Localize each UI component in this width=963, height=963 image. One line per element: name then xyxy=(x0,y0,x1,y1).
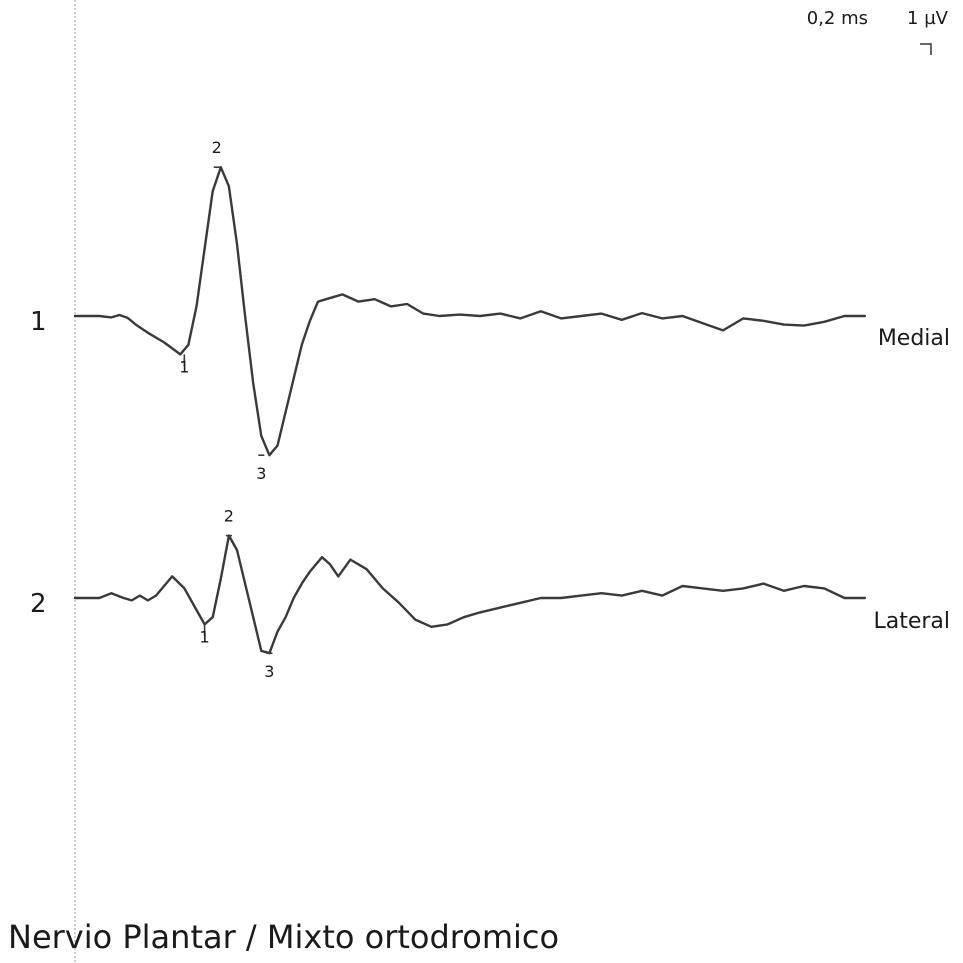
trace-2: 1 2 3 xyxy=(73,507,866,682)
marker-1-label: 1 xyxy=(179,357,189,376)
chart-title: Nervio Plantar / Mixto ortodromico xyxy=(8,918,559,956)
trace-2-line xyxy=(73,534,866,655)
trace-2-number: 2 xyxy=(30,589,47,619)
marker-3-label: 3 xyxy=(264,662,274,681)
time-scale-label: 0,2 ms xyxy=(807,8,868,29)
amplitude-scale-label: 1 µV xyxy=(907,8,949,29)
trace-1-name: Medial xyxy=(878,326,950,351)
marker-2-label: 2 xyxy=(212,138,222,157)
trace-1-markers: 1 2 3 xyxy=(179,138,266,483)
marker-2-label: 2 xyxy=(224,507,234,526)
marker-1-label: 1 xyxy=(200,627,210,646)
trace-1-number: 1 xyxy=(30,307,47,337)
trace-2-name: Lateral xyxy=(873,609,950,634)
trace-1: 1 2 3 xyxy=(73,138,866,483)
marker-3-label: 3 xyxy=(256,464,266,483)
trace-1-line xyxy=(73,166,866,457)
scale-bar-icon xyxy=(920,43,932,55)
trace-2-markers: 1 2 3 xyxy=(200,507,275,682)
